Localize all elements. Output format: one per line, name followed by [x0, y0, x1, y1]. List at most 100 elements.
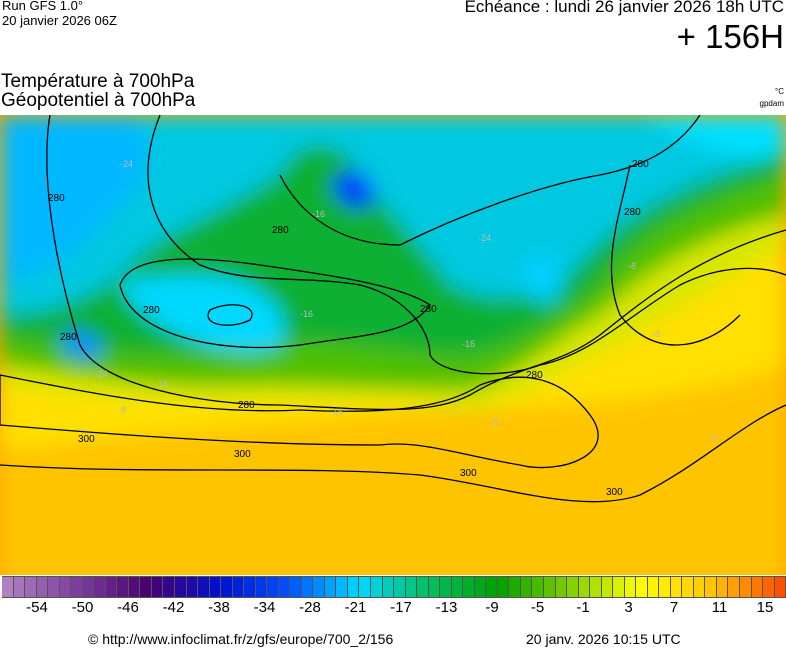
colorbar-cell: [751, 576, 764, 598]
colorbar-cell: [440, 576, 452, 598]
colorbar-cell: [209, 576, 222, 598]
colorbar-label: -5: [530, 599, 545, 616]
colorbar-cell: [359, 576, 371, 598]
temp-label: -16: [312, 209, 325, 219]
colorbar-label: -17: [390, 599, 412, 616]
temp-label: -16: [300, 309, 313, 319]
colorbar-label: -34: [253, 599, 276, 616]
colorbar-cell: [186, 576, 199, 598]
colorbar-cell: [267, 576, 279, 598]
colorbar-cell: [670, 576, 683, 598]
colorbar-cell: [278, 576, 291, 598]
colorbar-cell: [174, 576, 187, 598]
colorbar-cell: [82, 576, 95, 598]
colorbar-label: -28: [299, 599, 321, 616]
colorbar-cell: [601, 576, 614, 598]
colorbar-cell: [463, 576, 475, 598]
temp-label: -24: [95, 369, 108, 379]
generated-time: 20 janv. 2026 10:15 UTC: [526, 631, 681, 647]
colorbar-cell: [301, 576, 314, 598]
colorbar-cell: [590, 576, 602, 598]
colorbar-cell: [624, 576, 637, 598]
colorbar-cell: [567, 576, 579, 598]
geo-label: 300: [234, 449, 251, 460]
temp-label: -16: [155, 379, 168, 389]
colorbar-cell: [740, 576, 752, 598]
geo-label: 280: [632, 159, 649, 170]
colorbar-cell: [347, 576, 360, 598]
source-url[interactable]: © http://www.infoclimat.fr/z/gfs/europe/…: [88, 631, 394, 647]
colorbar-label: -1: [576, 599, 590, 616]
colorbar-cell: [221, 576, 233, 598]
units: °C gpdam: [760, 86, 784, 110]
colorbar-cell: [382, 576, 395, 598]
colorbar-cell: [71, 576, 83, 598]
colorbar-label: -46: [117, 599, 139, 616]
colorbar-cell: [543, 576, 556, 598]
colorbar-cell: [290, 576, 302, 598]
colorbar-cell: [48, 576, 60, 598]
temp-label: -8: [628, 261, 636, 271]
geo-label: 280: [420, 304, 437, 315]
colorbar-cell: [151, 576, 164, 598]
unit-geopotential: gpdam: [759, 99, 784, 108]
colorbar-label: 3: [624, 599, 633, 616]
colorbar-cell: [232, 576, 245, 598]
colorbar-cell: [163, 576, 175, 598]
colorbar-cell: [451, 576, 464, 598]
colorbar-label: 15: [756, 599, 774, 616]
weather-map: 280 280 280 280 280 280 280 280 280 300 …: [0, 115, 786, 575]
colorbar-label: -38: [208, 599, 230, 616]
forecast-valid-time: Echéance : lundi 26 janvier 2026 18h UTC: [464, 0, 784, 16]
colorbar-label: -9: [485, 599, 499, 616]
colorbar-cell: [532, 576, 544, 598]
geo-label: 300: [78, 434, 95, 445]
colorbar-label: -13: [435, 599, 458, 616]
colorbar-cell: [497, 576, 510, 598]
title-temperature: Température à 700hPa: [1, 71, 195, 92]
colorbar-cell: [509, 576, 521, 598]
geo-label: 280: [526, 370, 543, 381]
colorbar-cell: [555, 576, 568, 598]
colorbar-cell: [94, 576, 106, 598]
colorbar-cell: [659, 576, 671, 598]
colorbar-cell: [774, 576, 786, 598]
colorbar-cell: [105, 576, 118, 598]
colorbar-label: -54: [26, 599, 48, 616]
geo-label: 300: [460, 468, 477, 479]
colorbar-cell: [428, 576, 441, 598]
colorbar-cell: [763, 576, 775, 598]
geo-label: 280: [60, 332, 77, 343]
colorbar-cell: [613, 576, 625, 598]
colorbar-cell: [244, 576, 256, 598]
geo-label: 280: [48, 193, 65, 204]
colorbar-cell: [705, 576, 717, 598]
colorbar-cell: [2, 576, 14, 598]
colorbar-label: -21: [344, 599, 367, 616]
colorbar-cell: [417, 576, 429, 598]
temp-label: -16: [330, 407, 343, 417]
colorbar-cell: [25, 576, 37, 598]
temp-label: -8: [118, 405, 126, 415]
unit-temperature: °C: [775, 87, 784, 96]
colorbar-label: 11: [711, 599, 728, 616]
colorbar-cell: [336, 576, 348, 598]
colorbar-cell: [405, 576, 418, 598]
colorbar-cell: [728, 576, 740, 598]
colorbar: [2, 576, 786, 598]
temp-label: -8: [490, 417, 498, 427]
colorbar-cell: [682, 576, 694, 598]
colorbar-cell: [324, 576, 337, 598]
run-info: Run GFS 1.0° 20 janvier 2026 06Z: [2, 0, 117, 28]
colorbar-cell: [313, 576, 325, 598]
temp-label: -24: [120, 159, 133, 169]
colorbar-cell: [716, 576, 729, 598]
run-model: Run GFS 1.0°: [2, 0, 84, 13]
geo-label: 280: [624, 207, 641, 218]
colorbar-cell: [371, 576, 383, 598]
colorbar-ticks: -54 -50 -46 -42 -38 -34 -28 -21 -17 -13 -9 -5 -1 3 7 11…: [0, 599, 786, 619]
temp-label: -16: [462, 339, 475, 349]
geopotential-contours: [0, 115, 786, 503]
colorbar-cell: [140, 576, 152, 598]
geo-label: 280: [272, 225, 289, 236]
